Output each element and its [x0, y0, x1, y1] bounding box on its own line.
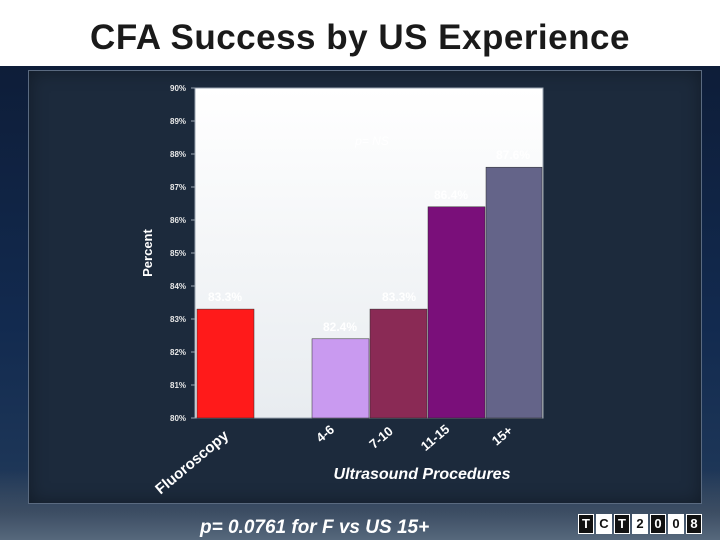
- bar-1: [311, 338, 370, 419]
- y-tick-label: 85%: [170, 249, 186, 258]
- x-tick-label: 11-15: [418, 421, 453, 453]
- logo-letter: 8: [686, 514, 702, 534]
- y-tick-label: 86%: [170, 216, 186, 225]
- logo-letter: T: [614, 514, 630, 534]
- y-tick-label: 82%: [170, 348, 186, 357]
- x-tick-label: 7-10: [366, 423, 396, 451]
- y-tick-label: 84%: [170, 282, 186, 291]
- x-tick-label: Fluoroscopy: [152, 427, 232, 498]
- y-tick-label: 80%: [170, 414, 186, 423]
- y-tick-label: 87%: [170, 183, 186, 192]
- logo-letter: C: [596, 514, 612, 534]
- footnote: p= 0.0761 for F vs US 15+: [200, 517, 430, 538]
- bar-value-label: 86.4%: [434, 188, 468, 202]
- x-axis: Fluoroscopy 4-6 7-10 11-15 15+: [152, 421, 516, 498]
- bar-value-label: 83.3%: [208, 290, 242, 304]
- significance-annotation: p= NS: [354, 134, 389, 148]
- bar-4: [485, 166, 543, 419]
- logo-letter: 0: [650, 514, 666, 534]
- title-bar: [0, 0, 720, 66]
- x-tick-label: 4-6: [313, 422, 337, 446]
- y-axis: 80% 81% 82% 83% 84% 85% 86% 87% 88% 89% 90%: [170, 84, 195, 423]
- logo-letter: 2: [632, 514, 648, 534]
- bar-0: [196, 308, 255, 419]
- bar-2: [369, 308, 428, 419]
- bar-value-label: 83.3%: [382, 290, 416, 304]
- y-tick-label: 83%: [170, 315, 186, 324]
- logo-letter: 0: [668, 514, 684, 534]
- logo-letter: T: [578, 514, 594, 534]
- y-tick-label: 90%: [170, 84, 186, 93]
- bar-value-label: 87.6%: [496, 148, 530, 162]
- x-axis-title: Ultrasound Procedures: [334, 466, 511, 483]
- bar-3: [427, 206, 486, 419]
- bar-value-label: 82.4%: [323, 320, 357, 334]
- bars: 83.3% 82.4% 83.3% 86.4% 87.6%: [196, 148, 543, 419]
- y-tick-label: 88%: [170, 150, 186, 159]
- y-tick-label: 89%: [170, 117, 186, 126]
- y-tick-label: 81%: [170, 381, 186, 390]
- x-tick-label: 15+: [489, 422, 516, 448]
- slide-title: CFA Success by US Experience: [90, 18, 630, 57]
- y-axis-title: Percent: [140, 228, 155, 276]
